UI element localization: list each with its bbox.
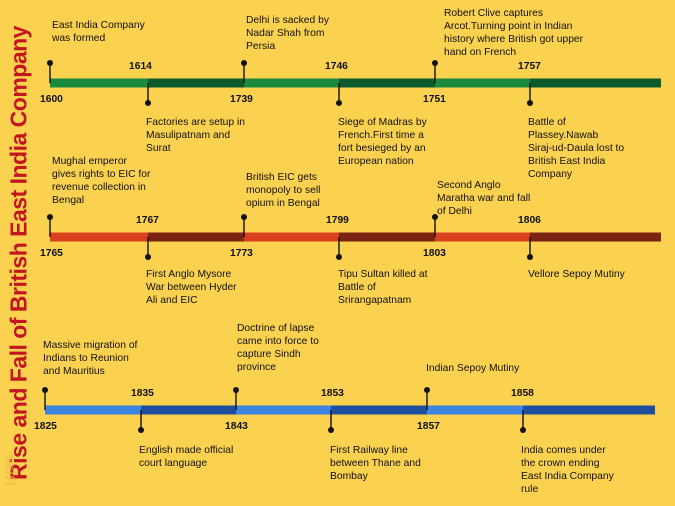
event-dot — [336, 254, 342, 260]
event-label: Factories are setup in Masulipatnam and … — [146, 117, 246, 154]
timeline-segment — [530, 78, 661, 88]
year-label: 1825 — [34, 421, 57, 432]
event-dot — [145, 254, 151, 260]
year-label: 1746 — [325, 61, 348, 72]
timeline-segment — [50, 232, 148, 242]
timeline-segment — [236, 405, 331, 415]
event-dot — [336, 100, 342, 106]
event-label: Siege of Madras by French.First time a f… — [338, 117, 427, 167]
event-dot — [145, 100, 151, 106]
timeline-segment — [148, 232, 244, 242]
timeline-segment — [148, 78, 244, 88]
timeline-segment — [141, 405, 236, 415]
timeline-segment — [435, 232, 530, 242]
year-label: 1857 — [417, 421, 440, 432]
event-dot — [424, 387, 430, 393]
timeline-segment — [427, 405, 523, 415]
year-label: 1853 — [321, 388, 344, 399]
year-label: 1765 — [40, 248, 63, 259]
timeline-segment — [530, 232, 661, 242]
event-label: Massive migration of Indians to Reunion … — [43, 340, 138, 377]
timeline-segment — [45, 405, 141, 415]
event-label: Indian Sepoy Mutiny — [426, 363, 520, 374]
year-label: 1600 — [40, 94, 63, 105]
year-label: 1757 — [518, 61, 541, 72]
timeline-segment — [244, 78, 339, 88]
timeline-segment — [50, 78, 148, 88]
event-label: Delhi is sacked by Nadar Shah from Persi… — [246, 15, 329, 52]
year-label: 1767 — [136, 215, 159, 226]
event-label: India comes under the crown ending East … — [521, 445, 614, 495]
event-dot — [241, 60, 247, 66]
event-dot — [241, 214, 247, 220]
timeline-segment — [523, 405, 655, 415]
event-label: First Railway line between Thane and Bom… — [330, 445, 421, 482]
event-dot — [527, 254, 533, 260]
event-label: British EIC gets monopoly to sell opium … — [246, 172, 321, 209]
year-label: 1806 — [518, 215, 541, 226]
event-dot — [328, 427, 334, 433]
event-dot — [527, 100, 533, 106]
event-label: East India Company was formed — [52, 20, 145, 44]
timeline-segment — [339, 232, 435, 242]
event-dot — [138, 427, 144, 433]
year-label: 1835 — [131, 388, 154, 399]
event-label: Robert Clive captures Arcot.Turning poin… — [444, 8, 584, 58]
event-label: Tipu Sultan killed at Battle of Sriranga… — [338, 269, 428, 306]
timeline-segment — [339, 78, 435, 88]
event-dot — [233, 387, 239, 393]
year-label: 1843 — [225, 421, 248, 432]
event-dot — [42, 387, 48, 393]
event-dot — [432, 214, 438, 220]
event-label: Battle of Plassey.Nawab Siraj-ud-Daula l… — [528, 117, 625, 180]
year-label: 1858 — [511, 388, 534, 399]
event-label: Doctrine of lapse came into force to cap… — [237, 323, 319, 373]
year-label: 1799 — [326, 215, 349, 226]
timeline-segment — [244, 232, 339, 242]
event-dot — [432, 60, 438, 66]
event-dot — [47, 60, 53, 66]
event-dot — [520, 427, 526, 433]
year-label: 1739 — [230, 94, 253, 105]
event-label: Vellore Sepoy Mutiny — [528, 269, 625, 280]
timeline-segment — [435, 78, 530, 88]
year-label: 1614 — [129, 61, 152, 72]
year-label: 1773 — [230, 248, 253, 259]
event-dot — [47, 214, 53, 220]
year-label: 1803 — [423, 248, 446, 259]
year-label: 1751 — [423, 94, 446, 105]
event-label: First Anglo Mysore War between Hyder Ali… — [146, 269, 237, 306]
event-label: Mughal emperor gives rights to EIC for r… — [52, 156, 151, 206]
event-label: Second Anglo Maratha war and fall of Del… — [437, 180, 531, 217]
event-label: English made official court language — [139, 445, 234, 469]
timeline-segment — [331, 405, 427, 415]
